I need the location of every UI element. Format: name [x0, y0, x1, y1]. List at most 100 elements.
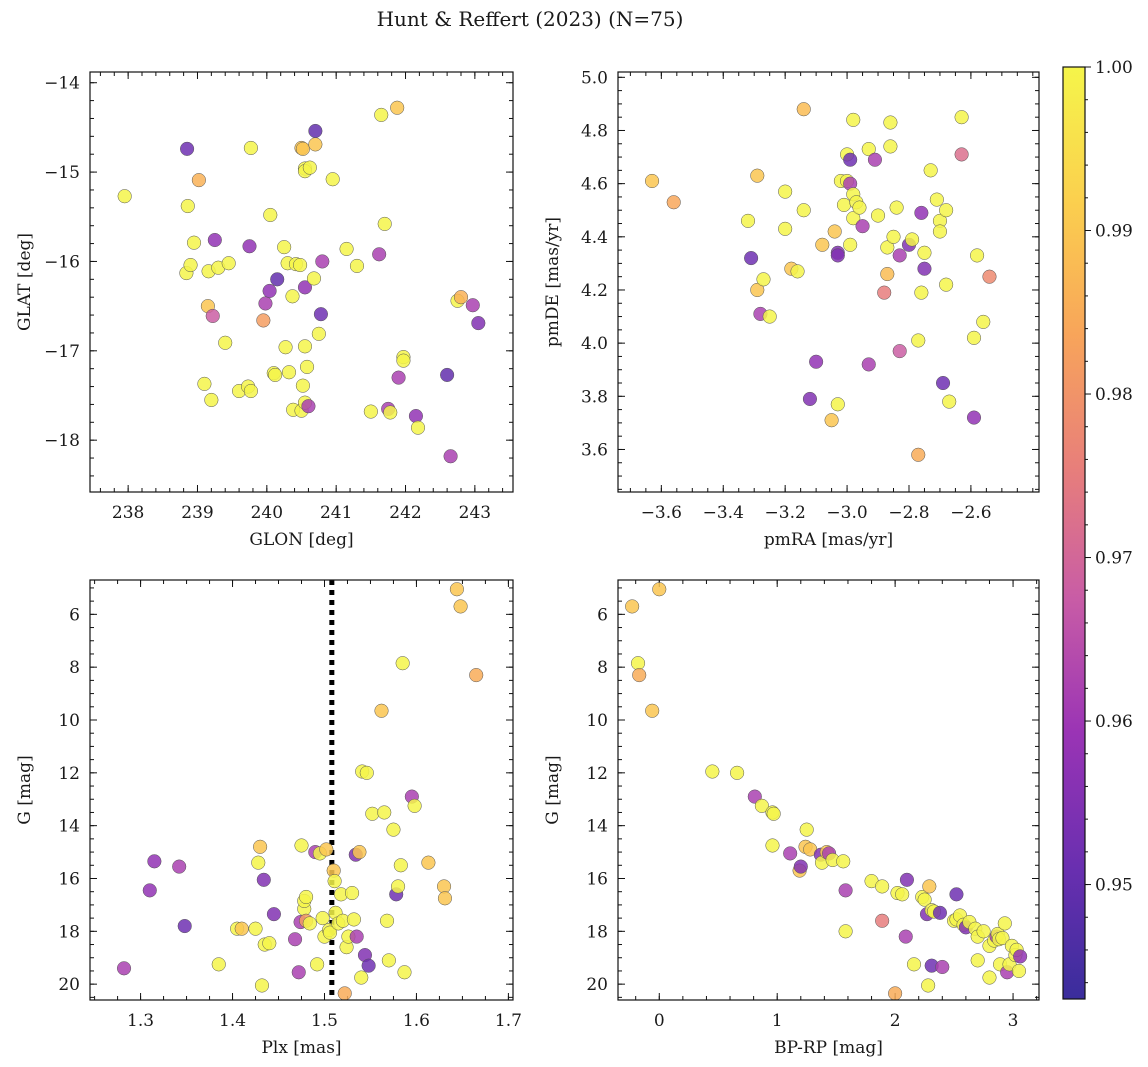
x-tick-label: −3.6 [641, 503, 682, 523]
scatter-point [310, 957, 325, 972]
scatter-point [921, 978, 936, 993]
scatter-point [372, 247, 387, 262]
scatter-point [911, 333, 926, 348]
scatter-point [888, 986, 903, 1001]
scatter-point [243, 383, 258, 399]
scatter-point [852, 200, 867, 215]
scatter-point [407, 798, 422, 813]
scatter-point [263, 207, 278, 223]
scatter-point [299, 889, 314, 905]
scatter-point [374, 703, 389, 718]
colorbar-tick-label: 1.00 [1095, 58, 1133, 78]
panel-glon-glat: 238 239 240 241 242 243 −14 −15 −16 −17 −18 GLON [d… [15, 71, 514, 550]
scatter-point [966, 330, 982, 345]
scatter-point [349, 929, 364, 944]
scatter-point [278, 340, 293, 355]
scatter-point [911, 447, 926, 462]
scatter-point [982, 970, 997, 985]
scatter-point [262, 936, 277, 951]
scatter-point [855, 219, 870, 234]
y-tick-label: 14 [586, 817, 608, 837]
scatter-point [313, 307, 328, 322]
scatter-point [799, 822, 814, 837]
y-tick-label: 14 [58, 817, 80, 837]
scatter-point [277, 240, 292, 255]
scatter-point [750, 168, 765, 183]
scatter-point [796, 203, 811, 218]
scatter-point [397, 965, 412, 980]
y-axis-label: pmDE [mas/yr] [543, 217, 563, 347]
scatter-point [180, 141, 195, 156]
scatter-point [880, 240, 895, 255]
scatter-point [301, 399, 316, 414]
scatter-point [374, 107, 389, 122]
scatter-point [386, 822, 401, 837]
scatter-point [288, 932, 303, 947]
y-tick-label: 16 [58, 869, 80, 889]
scatter-point [262, 283, 277, 298]
y-tick-label: 4.4 [581, 228, 608, 248]
scatter-point [846, 211, 861, 226]
scatter-point [242, 239, 257, 254]
y-tick-label: −18 [44, 431, 80, 451]
scatter-point [889, 200, 904, 215]
scatter-point [917, 261, 932, 276]
scatter-point [754, 798, 769, 813]
scatter-point [861, 357, 876, 372]
y-tick-label: −14 [44, 74, 80, 94]
scatter-point [221, 256, 236, 271]
y-tick-label: −15 [44, 163, 80, 183]
scatter-point [306, 271, 322, 286]
axes-frame [89, 579, 514, 1001]
scatter-point [471, 316, 486, 331]
scatter-point [297, 280, 313, 295]
figure-title: Hunt & Reffert (2023) (N=75) [377, 7, 684, 31]
scatter-point [815, 237, 830, 252]
scatter-point [377, 216, 392, 231]
y-tick-label: 6 [69, 605, 80, 625]
x-tick-label: 242 [389, 503, 421, 523]
y-tick-label: 4.8 [581, 121, 608, 141]
scatter-point [932, 224, 947, 239]
scatter-point [750, 282, 765, 298]
y-axis-label: G [mag] [15, 755, 35, 824]
colorbar-tick-label: 0.96 [1095, 712, 1133, 732]
scatter-point [359, 765, 374, 780]
scatter-point [935, 959, 950, 975]
scatter-point [365, 806, 380, 821]
scatter-point [377, 805, 392, 820]
scatter-point [914, 205, 929, 220]
scatter-point [183, 257, 198, 273]
scatter-point [880, 266, 895, 282]
x-tick-label: 239 [181, 503, 213, 523]
scatter-point [256, 872, 271, 887]
scatter-point [349, 258, 365, 273]
scatter-point [408, 408, 423, 424]
scatter-point [970, 248, 985, 263]
scatter-point [197, 376, 212, 391]
scatter-point [254, 978, 270, 993]
scatter-point [248, 921, 263, 936]
scatter-point [877, 285, 892, 300]
scatter-point [922, 879, 937, 894]
scatter-point [172, 859, 187, 874]
scatter-point [381, 953, 396, 968]
scatter-point [875, 913, 890, 928]
y-tick-label: 4.0 [581, 334, 608, 354]
scatter-point [142, 883, 157, 898]
x-tick-label: 238 [112, 503, 144, 523]
scatter-point [923, 163, 938, 178]
y-tick-label: 3.6 [581, 440, 608, 460]
colorbar-tick-label: 0.95 [1095, 876, 1133, 896]
scatter-point [802, 391, 817, 407]
x-tick-label: 241 [320, 503, 352, 523]
scatter-point [935, 375, 951, 391]
x-axis-label: BP-RP [mag] [774, 1038, 883, 1058]
scatter-point [895, 887, 910, 902]
y-tick-label: 12 [58, 764, 80, 784]
scatter-point [939, 203, 954, 218]
scatter-point [838, 924, 853, 939]
y-tick-label: 20 [586, 975, 608, 995]
scatter-point [299, 359, 315, 374]
scatter-point [327, 874, 342, 889]
